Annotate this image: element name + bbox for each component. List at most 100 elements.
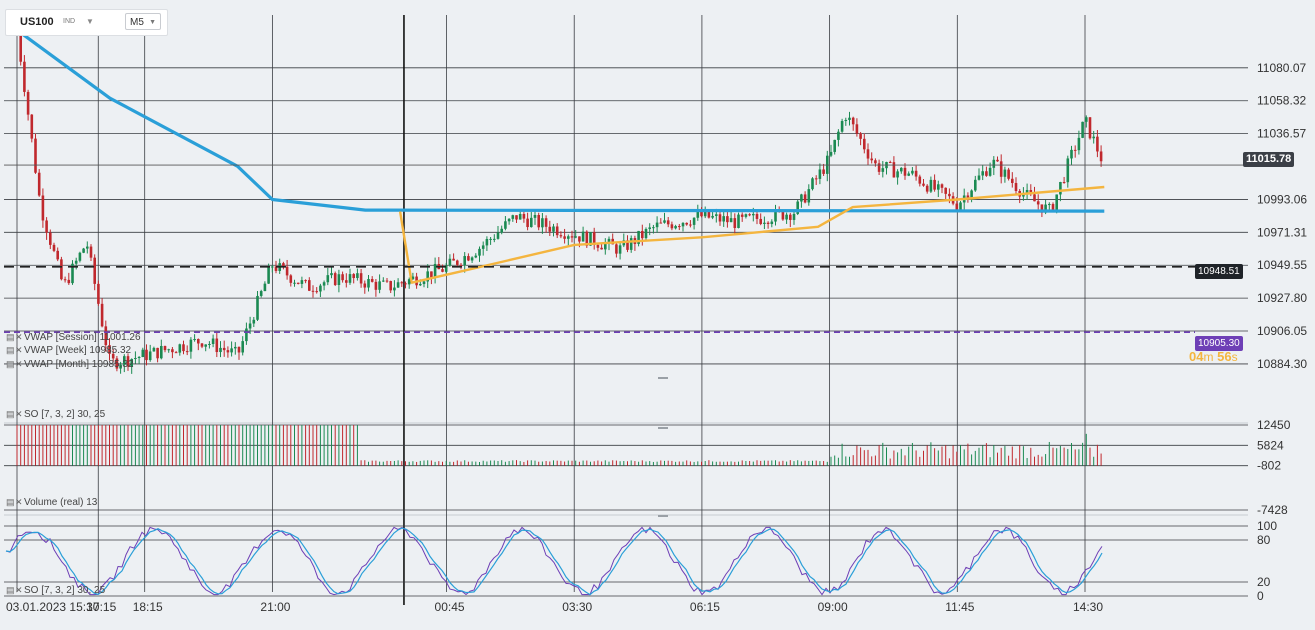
candle-body: [489, 238, 492, 240]
candle-body: [97, 283, 100, 304]
candle-body: [877, 163, 881, 172]
candle-body: [1051, 204, 1055, 211]
candle-body: [108, 345, 111, 354]
chevron-down-icon[interactable]: ▼: [86, 17, 94, 26]
close-icon[interactable]: ✕: [15, 497, 23, 507]
candle-body: [992, 159, 996, 168]
menu-icon[interactable]: ▤: [6, 332, 15, 342]
menu-icon[interactable]: ▤: [6, 585, 15, 595]
candle-body: [596, 244, 600, 248]
candle-body: [433, 263, 437, 278]
candle-body: [655, 222, 659, 228]
candle-body: [837, 131, 840, 140]
candle-body: [178, 344, 182, 353]
candle-body: [581, 231, 585, 242]
candle-body: [211, 338, 215, 344]
candle-body: [252, 319, 256, 324]
candle-body: [248, 323, 252, 329]
candle-body: [766, 222, 770, 225]
purple-level-tag: 10905.30: [1195, 336, 1243, 351]
candle-body: [774, 209, 777, 222]
candle-body: [145, 349, 148, 361]
close-icon[interactable]: ✕: [15, 332, 23, 342]
close-icon[interactable]: ✕: [15, 359, 23, 369]
candle-body: [892, 162, 896, 178]
candle-body: [500, 228, 503, 233]
candle-body: [589, 232, 592, 246]
menu-icon[interactable]: ▤: [6, 497, 15, 507]
candle-body: [319, 285, 322, 292]
candle-body: [352, 274, 355, 279]
candle-body: [452, 258, 455, 261]
candle-body: [478, 248, 481, 256]
candle-body: [1014, 182, 1018, 192]
indicator-vwap-week[interactable]: ▤✕VWAP [Week] 10985.32: [6, 345, 132, 356]
candle-body: [1055, 194, 1058, 211]
candle-body: [363, 283, 367, 288]
candle-body: [419, 283, 422, 286]
candle-body: [629, 238, 633, 250]
close-icon[interactable]: ✕: [15, 409, 23, 419]
timeframe-select[interactable]: M5 ▼: [125, 13, 161, 30]
menu-icon[interactable]: ▤: [6, 359, 15, 369]
candle-body: [34, 138, 37, 173]
candle-body: [208, 343, 211, 345]
candle-body: [851, 117, 855, 125]
close-icon[interactable]: ✕: [15, 585, 23, 595]
candle-body: [859, 133, 862, 139]
candle-body: [496, 232, 500, 239]
price-tick-label: 11058.32: [1257, 94, 1306, 108]
volume-tick-label: 12450: [1257, 418, 1291, 432]
candle-body: [752, 213, 755, 216]
candle-body: [426, 271, 429, 282]
candle-body: [274, 266, 278, 271]
candle-body: [1036, 201, 1040, 205]
candle-body: [1092, 136, 1095, 139]
candle-body: [67, 279, 71, 284]
candle-body: [400, 282, 404, 284]
price-tick-label: 10906.05: [1257, 324, 1307, 338]
indicator-volume[interactable]: ▤✕Volume (real) 13: [6, 497, 98, 508]
candle-body: [45, 220, 48, 233]
menu-icon[interactable]: ▤: [6, 409, 15, 419]
candle-body: [530, 217, 533, 228]
menu-icon[interactable]: ▤: [6, 345, 15, 355]
candle-body: [1073, 149, 1077, 151]
candle-body: [237, 346, 241, 353]
candle-body: [552, 226, 555, 232]
candle-body: [896, 171, 899, 178]
candle-body: [56, 250, 59, 260]
candle-body: [977, 175, 981, 180]
candle-body: [204, 344, 207, 347]
candle-body: [60, 259, 63, 280]
indicator-vwap-session[interactable]: ▤✕VWAP [Session] 11001.26: [6, 332, 141, 343]
price-tick-label: 10971.31: [1257, 225, 1307, 239]
symbol-selector[interactable]: US100 IND ▼ M5 ▼: [5, 9, 168, 36]
candle-body: [615, 244, 618, 254]
indicator-vwap-month[interactable]: ▤✕VWAP [Month] 10985.32: [6, 359, 134, 370]
candle-body: [241, 341, 244, 353]
candle-body: [296, 282, 300, 284]
candle-body: [481, 245, 485, 249]
candle-body: [37, 172, 41, 196]
candle-body: [315, 291, 318, 293]
close-icon[interactable]: ✕: [15, 345, 23, 355]
candle-body: [396, 282, 400, 288]
candle-body: [703, 210, 707, 217]
candle-body: [26, 91, 30, 115]
candle-body: [1007, 169, 1010, 179]
time-tick-label: 09:00: [818, 600, 848, 614]
candle-body: [918, 176, 922, 184]
candle-body: [367, 279, 370, 288]
indicator-so-bottom[interactable]: ▤✕SO [7, 3, 2] 30, 25: [6, 585, 106, 596]
candle-body: [940, 184, 944, 188]
candle-body: [681, 222, 685, 227]
candle-body: [559, 235, 563, 237]
candle-body: [1081, 121, 1084, 138]
indicator-so-top[interactable]: ▤✕SO [7, 3, 2] 30, 25: [6, 409, 106, 420]
candle-body: [944, 187, 947, 194]
candle-body: [844, 119, 848, 122]
candle-body: [996, 159, 999, 162]
